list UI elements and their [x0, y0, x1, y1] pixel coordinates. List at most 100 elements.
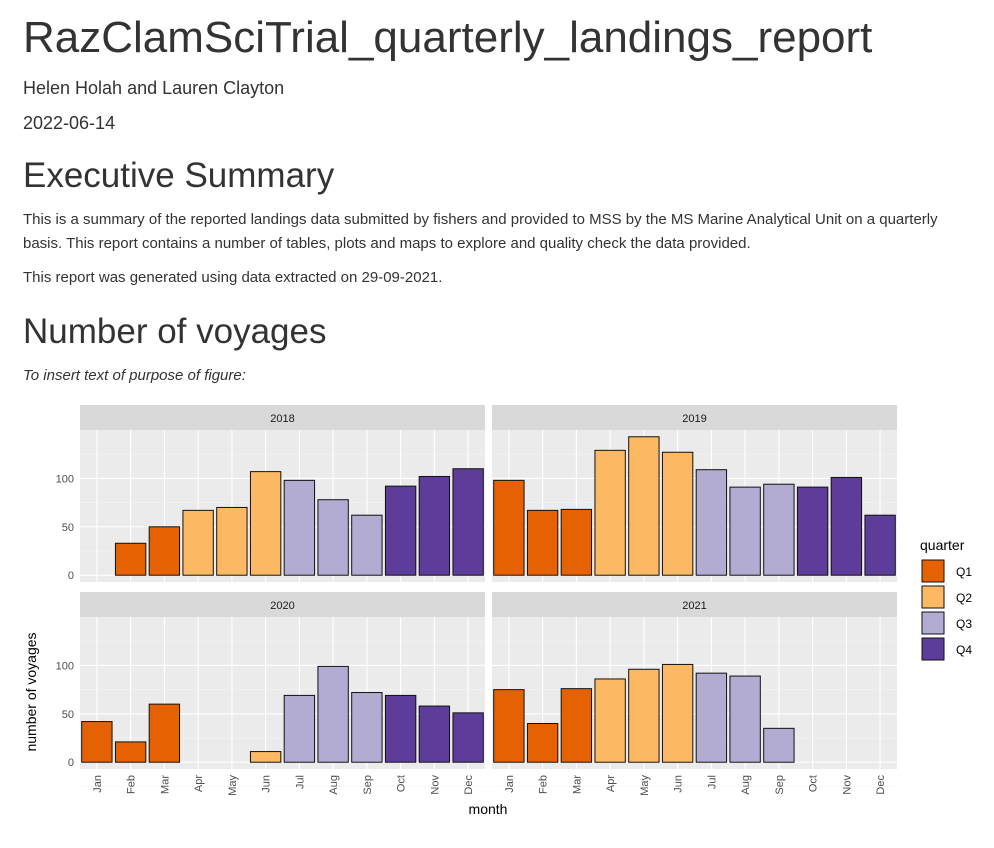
bar-2018-Feb	[114, 542, 147, 576]
bar-2019-Oct	[796, 486, 829, 576]
bar-2019-Dec	[864, 514, 896, 576]
facet-label: 2020	[270, 600, 294, 612]
bar-2020-Feb	[114, 741, 147, 763]
x-tick-label: Dec	[463, 775, 475, 795]
x-tick-label: Feb	[538, 775, 550, 794]
x-tick-label: Sep	[774, 775, 786, 795]
bar-2018-Aug	[317, 499, 349, 576]
bar-2019-Jun	[661, 451, 694, 576]
bar-2018-Oct	[384, 485, 417, 576]
x-tick-label: Jul	[706, 775, 718, 789]
extraction-note: This report was generated using data ext…	[23, 269, 443, 286]
bar-2018-Mar	[148, 526, 181, 576]
bar-2020-Dec	[452, 712, 484, 763]
x-tick-label: Jan	[92, 775, 104, 793]
facet-strip	[80, 592, 485, 617]
bar-2019-Feb	[526, 509, 559, 576]
x-tick-label: May	[639, 775, 651, 796]
bar-2021-Sep	[763, 727, 795, 763]
report-title: RazClamSciTrial_quarterly_landings_repor…	[23, 13, 873, 62]
section-heading-executive-summary: Executive Summary	[23, 156, 335, 195]
legend-label-Q4: Q4	[956, 643, 972, 657]
x-tick-label: Mar	[571, 775, 583, 794]
bar-2019-Apr	[594, 449, 626, 576]
bar-2019-May	[628, 436, 660, 576]
bar-2020-Nov	[418, 705, 451, 763]
x-tick-label: Jun	[673, 775, 685, 793]
panel-background	[492, 617, 897, 769]
voyages-faceted-bar-chart: 2018 0 50 100 2019 2020 0 50 100 Jan Feb Mar Apr May J…	[23, 405, 972, 817]
bar-2019-Sep	[763, 483, 795, 576]
bar-2020-Jun	[249, 751, 282, 763]
section-heading-voyages: Number of voyages	[23, 312, 327, 351]
bar-2020-Aug	[317, 665, 349, 763]
x-tick-label: Jul	[294, 775, 306, 789]
x-tick-label: Nov	[429, 775, 441, 795]
y-tick-label: 50	[62, 709, 74, 721]
facet-strip	[492, 405, 897, 430]
y-tick-label: 50	[62, 522, 74, 534]
y-tick-label: 0	[68, 570, 74, 582]
bar-2020-Jan	[81, 721, 113, 763]
bar-2021-Mar	[560, 688, 593, 763]
x-tick-label: Apr	[605, 775, 617, 792]
x-tick-label: Oct	[396, 775, 408, 792]
bar-2018-May	[216, 506, 248, 576]
x-tick-label: Feb	[126, 775, 138, 794]
bar-2019-Mar	[560, 508, 593, 576]
x-tick-label: Oct	[808, 775, 820, 792]
y-tick-label: 0	[68, 757, 74, 769]
x-tick-label: Jun	[261, 775, 273, 793]
bar-2021-Apr	[594, 678, 626, 763]
bar-2018-Dec	[452, 468, 484, 576]
report-date: 2022-06-14	[23, 113, 116, 133]
x-tick-label: May	[227, 775, 239, 796]
x-tick-label: Sep	[362, 775, 374, 795]
bar-2018-Jun	[249, 471, 282, 576]
bar-2021-Jan	[493, 689, 525, 763]
x-tick-label: Apr	[193, 775, 205, 792]
y-tick-label: 100	[56, 473, 74, 485]
figure-purpose-text: To insert text of purpose of figure:	[23, 367, 246, 384]
x-tick-label: Jan	[504, 775, 516, 793]
bar-2020-Sep	[351, 692, 383, 763]
legend-label-Q3: Q3	[956, 617, 972, 631]
panel-background	[80, 430, 485, 582]
bar-2019-Aug	[729, 486, 761, 576]
bar-2021-May	[628, 668, 660, 763]
x-tick-label: Dec	[875, 775, 887, 795]
bar-2020-Oct	[384, 694, 417, 763]
legend-swatch-Q4	[921, 637, 945, 661]
bar-2019-Nov	[830, 476, 863, 576]
legend-swatch-Q3	[921, 611, 945, 635]
bar-2018-Apr	[182, 509, 214, 576]
facet-strip	[80, 405, 485, 430]
panel-background	[492, 430, 897, 582]
legend-title: quarter	[920, 537, 965, 553]
y-axis-label: number of voyages	[23, 632, 39, 751]
bar-2018-Nov	[418, 475, 451, 576]
facet-label: 2021	[682, 600, 706, 612]
legend-swatch-Q1	[921, 559, 945, 583]
bar-2021-Jul	[695, 672, 728, 763]
bar-2020-Jul	[283, 694, 316, 763]
bar-2018-Sep	[351, 514, 383, 576]
report: RazClamSciTrial_quarterly_landings_repor…	[0, 12, 994, 388]
bar-2020-Mar	[148, 703, 181, 763]
bar-2021-Jun	[661, 663, 694, 763]
summary-paragraph: This is a summary of the reported landin…	[23, 211, 938, 252]
bar-2019-Jan	[493, 479, 525, 576]
panel-background	[80, 617, 485, 769]
facet-strip	[492, 592, 897, 617]
x-tick-label: Nov	[841, 775, 853, 795]
facet-label: 2019	[682, 413, 706, 425]
bar-2019-Jul	[695, 469, 728, 576]
x-axis-label: month	[469, 801, 508, 817]
legend-swatch-Q2	[921, 585, 945, 609]
y-tick-label: 100	[56, 660, 74, 672]
x-tick-label: Mar	[159, 775, 171, 794]
x-tick-label: Aug	[328, 775, 340, 795]
facet-label: 2018	[270, 413, 294, 425]
legend-label-Q1: Q1	[956, 565, 972, 579]
bar-2021-Aug	[729, 675, 761, 763]
